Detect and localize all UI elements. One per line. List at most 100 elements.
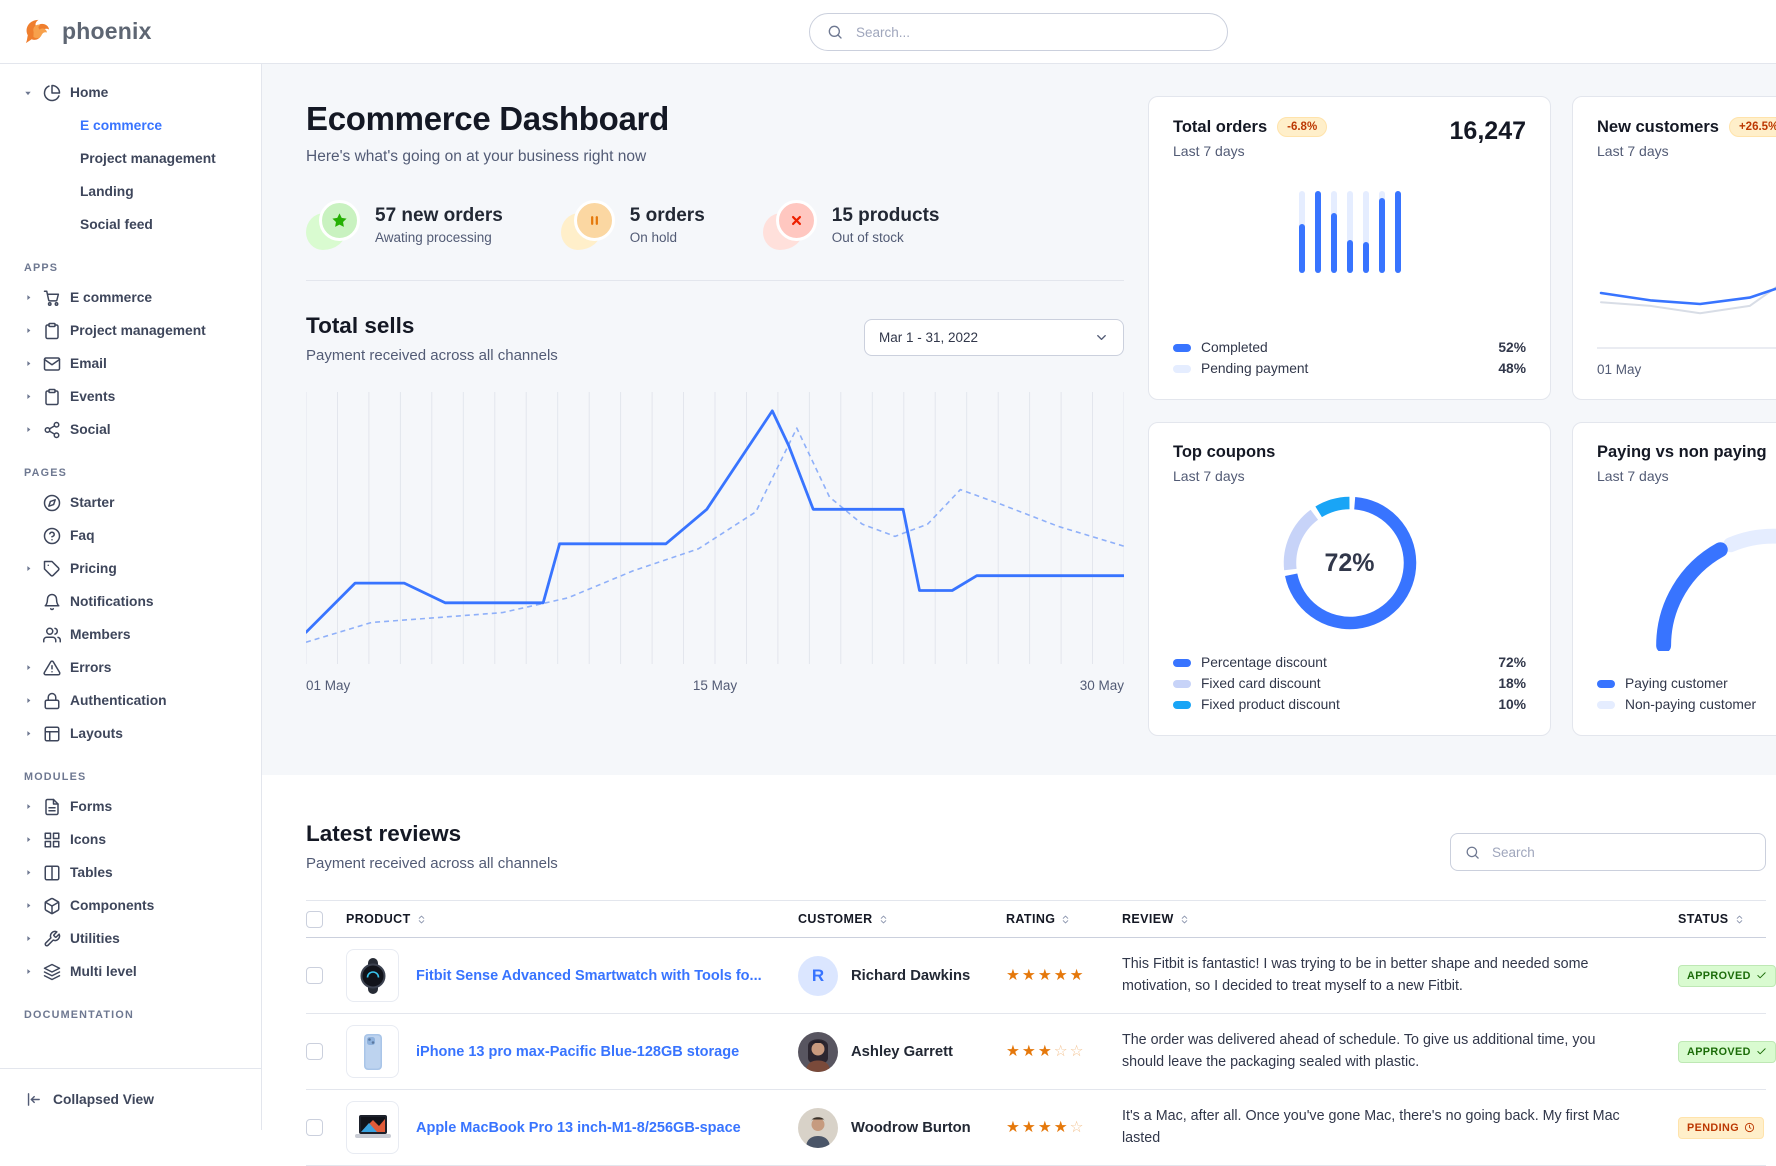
sidebar-item-errors[interactable]: Errors <box>0 651 261 684</box>
sidebar-item-icons[interactable]: Icons <box>0 823 261 856</box>
sidebar-item-members[interactable]: Members <box>0 618 261 651</box>
sidebar-item-forms[interactable]: Forms <box>0 790 261 823</box>
product-link[interactable]: Apple MacBook Pro 13 inch-M1-8/256GB-spa… <box>416 1119 741 1136</box>
row-checkbox[interactable] <box>306 1119 323 1136</box>
sidebar-item-social[interactable]: Social <box>0 413 261 446</box>
caret-right-icon <box>23 868 33 877</box>
caret-right-icon <box>23 802 33 811</box>
dashboard-section: Ecommerce Dashboard Here's what's going … <box>262 64 1776 775</box>
product-link[interactable]: Fitbit Sense Advanced Smartwatch with To… <box>416 967 762 984</box>
stat-title: 15 products <box>831 205 940 226</box>
sidebar-item-multi-level[interactable]: Multi level <box>0 955 261 988</box>
sidebar-subitem-e-commerce[interactable]: E commerce <box>80 118 163 133</box>
column-header-rating[interactable]: RATING <box>1006 912 1122 926</box>
topbar: phoenix <box>0 0 1776 64</box>
top-coupons-period: Last 7 days <box>1173 468 1245 484</box>
date-range-value: Mar 1 - 31, 2022 <box>879 330 979 345</box>
caret-right-icon <box>23 425 33 434</box>
product-link[interactable]: iPhone 13 pro max-Pacific Blue-128GB sto… <box>416 1043 740 1060</box>
sidebar-item-label: Authentication <box>70 693 167 708</box>
sidebar-item-email[interactable]: Email <box>0 347 261 380</box>
sidebar-item-label: Utilities <box>70 931 120 946</box>
select-all-checkbox[interactable] <box>306 910 323 928</box>
sidebar-item-layouts[interactable]: Layouts <box>0 717 261 750</box>
customer-cell: Ashley Garrett <box>798 1031 1006 1072</box>
sidebar-item-faq[interactable]: Faq <box>0 519 261 552</box>
caret-right-icon <box>23 967 33 976</box>
sidebar-nav: Home E commerce Project management Landing S… <box>0 76 261 1028</box>
caret-right-icon <box>23 359 33 368</box>
search-icon <box>1465 845 1480 860</box>
sidebar-item-starter[interactable]: Starter <box>0 486 261 519</box>
customer-name: Woodrow Burton <box>851 1119 971 1136</box>
column-label: REVIEW <box>1122 912 1174 926</box>
legend-label: Fixed card discount <box>1201 676 1321 691</box>
column-header-customer[interactable]: CUSTOMER <box>798 912 1006 926</box>
stat-title: 57 new orders <box>375 205 503 226</box>
collapse-sidebar-icon <box>25 1091 42 1108</box>
page-subtitle: Here's what's going on at your business … <box>306 148 647 165</box>
latest-reviews-section: Latest reviews Payment received across a… <box>262 775 1776 1166</box>
sidebar-item-pricing[interactable]: Pricing <box>0 552 261 585</box>
collapsed-view-toggle[interactable]: Collapsed View <box>0 1068 261 1130</box>
sidebar-section-heading: MODULES <box>24 771 87 783</box>
status-badge: APPROVED <box>1678 1040 1776 1063</box>
sidebar-subitem-landing[interactable]: Landing <box>80 184 134 199</box>
row-checkbox[interactable] <box>306 967 323 984</box>
column-label: RATING <box>1006 912 1056 926</box>
caret-down-icon <box>23 88 33 98</box>
reviews-title: Latest reviews <box>306 821 462 846</box>
card-total-orders: Total orders -6.8% Last 7 days 16,247 Comple… <box>1148 96 1551 400</box>
sidebar-item-authentication[interactable]: Authentication <box>0 684 261 717</box>
sidebar-item-label: Home <box>70 85 109 100</box>
card-new-customers: New customers +26.5% Last 7 days 01 May <box>1572 96 1776 400</box>
bar <box>1346 191 1353 273</box>
caret-right-icon <box>23 835 33 844</box>
collapsed-view-label: Collapsed View <box>53 1092 154 1107</box>
column-header-product[interactable]: PRODUCT <box>346 912 798 926</box>
status-label: PENDING <box>1687 1121 1739 1134</box>
dashboard-left-column: Ecommerce Dashboard Here's what's going … <box>304 100 1126 693</box>
product-image <box>346 1101 399 1154</box>
legend-swatch <box>1173 364 1191 373</box>
reviews-search[interactable] <box>1450 833 1766 871</box>
sidebar-item-utilities[interactable]: Utilities <box>0 922 261 955</box>
sidebar-item-tables[interactable]: Tables <box>0 856 261 889</box>
star-icon: ★ <box>1021 1119 1038 1136</box>
clock-icon <box>1744 1122 1755 1133</box>
sidebar-item-notifications[interactable]: Notifications <box>0 585 261 618</box>
status-label: APPROVED <box>1687 969 1751 982</box>
sidebar-item-home[interactable]: Home <box>0 76 261 109</box>
card-top-coupons: Top coupons Last 7 days 72% Percentage disc… <box>1148 422 1551 736</box>
global-search-input[interactable] <box>854 23 1210 41</box>
sidebar-item-project-management[interactable]: Project management <box>0 314 261 347</box>
paying-vs-non-paying-period: Last 7 days <box>1597 468 1669 484</box>
sidebar-item-label: Layouts <box>70 726 123 741</box>
new-customers-title: New customers <box>1597 117 1719 136</box>
stat-icon-wrap <box>560 200 615 250</box>
status-badge: PENDING <box>1678 1116 1764 1139</box>
stat-icon-wrap <box>762 200 817 250</box>
reviews-search-input[interactable] <box>1490 843 1751 861</box>
sidebar-item-e-commerce[interactable]: E commerce <box>0 281 261 314</box>
sidebar-item-events[interactable]: Events <box>0 380 261 413</box>
column-header-status[interactable]: STATUS <box>1678 912 1766 926</box>
star-icon: ★ <box>1037 1119 1054 1136</box>
stat-subtitle: On hold <box>629 230 678 245</box>
caret-right-icon <box>23 663 33 672</box>
sidebar-item-label: Forms <box>70 799 113 814</box>
tag-icon <box>42 560 61 578</box>
global-search[interactable] <box>809 13 1228 51</box>
sidebar-subitem-project-management[interactable]: Project management <box>80 151 216 166</box>
date-range-select[interactable]: Mar 1 - 31, 2022 <box>864 319 1124 356</box>
column-header-review[interactable]: REVIEW <box>1122 912 1678 926</box>
brand-logo[interactable]: phoenix <box>22 16 152 47</box>
sidebar-item-components[interactable]: Components <box>0 889 261 922</box>
review-text: It's a Mac, after all. Once you've gone … <box>1122 1108 1620 1146</box>
sidebar-subitem-social-feed[interactable]: Social feed <box>80 217 153 232</box>
legend-label: Pending payment <box>1201 361 1309 376</box>
caret-right-icon <box>23 934 33 943</box>
caret-right-icon <box>23 729 33 738</box>
row-checkbox[interactable] <box>306 1043 323 1060</box>
paying-vs-non-paying-title: Paying vs non paying <box>1597 443 1767 461</box>
